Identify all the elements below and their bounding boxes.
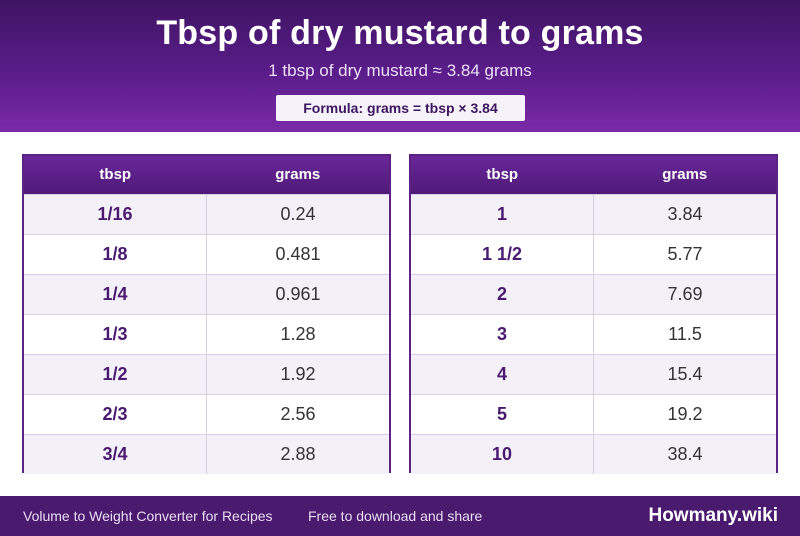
- footer-share-note: Free to download and share: [308, 508, 483, 524]
- grams-cell: 38.4: [667, 444, 703, 464]
- column-header-grams: grams: [275, 166, 321, 183]
- table-row: 5 19.2: [411, 394, 776, 434]
- table-row: 2 7.69: [411, 274, 776, 314]
- grams-cell: 5.77: [667, 244, 703, 264]
- tbsp-cell: 1: [411, 195, 594, 234]
- table-row: 2/3 2.56: [24, 394, 389, 434]
- tbsp-cell: 4: [411, 355, 594, 394]
- table-body: 1 3.84 1 1/2 5.77 2 7.69 3 11.5 4 15.4 5 19.2 …: [411, 194, 776, 474]
- grams-cell: 0.961: [275, 284, 321, 304]
- column-header-tbsp: tbsp: [486, 166, 519, 183]
- tbsp-cell: 2: [411, 275, 594, 314]
- tbsp-cell: 10: [411, 435, 594, 474]
- grams-cell: 15.4: [667, 364, 703, 384]
- table-row: 10 38.4: [411, 434, 776, 474]
- grams-cell: 19.2: [667, 404, 703, 424]
- table-row: 1 1/2 5.77: [411, 234, 776, 274]
- grams-cell: 11.5: [668, 324, 702, 344]
- tbsp-cell: 1/16: [24, 195, 207, 234]
- grams-cell: 7.69: [667, 284, 703, 304]
- page-title: Tbsp of dry mustard to grams: [156, 14, 644, 52]
- tbsp-cell: 3: [411, 315, 594, 354]
- grams-cell: 2.88: [280, 444, 316, 464]
- tbsp-cell: 1/8: [24, 235, 207, 274]
- grams-cell: 0.24: [280, 204, 316, 224]
- tbsp-cell: 5: [411, 395, 594, 434]
- table-row: 1/2 1.92: [24, 354, 389, 394]
- tbsp-cell: 1 1/2: [411, 235, 594, 274]
- table-body: 1/16 0.24 1/8 0.481 1/4 0.961 1/3 1.28 1/2 1.…: [24, 194, 389, 474]
- table-row: 1/4 0.961: [24, 274, 389, 314]
- table-row: 4 15.4: [411, 354, 776, 394]
- table-row: 3/4 2.88: [24, 434, 389, 474]
- table-row: 1/16 0.24: [24, 194, 389, 234]
- conversion-table-right: tbsp grams 1 3.84 1 1/2 5.77 2 7.69 3 11.5 4…: [409, 154, 778, 474]
- tbsp-cell: 1/2: [24, 355, 207, 394]
- tbsp-cell: 3/4: [24, 435, 207, 474]
- tbsp-cell: 2/3: [24, 395, 207, 434]
- table-row: 1 3.84: [411, 194, 776, 234]
- grams-cell: 1.92: [280, 364, 316, 384]
- table-header: tbsp grams: [411, 156, 776, 194]
- table-row: 1/3 1.28: [24, 314, 389, 354]
- column-header-tbsp: tbsp: [99, 166, 132, 183]
- grams-cell: 3.84: [667, 204, 703, 224]
- tbsp-cell: 1/4: [24, 275, 207, 314]
- table-header: tbsp grams: [24, 156, 389, 194]
- column-header-grams: grams: [662, 166, 708, 183]
- grams-cell: 0.481: [275, 244, 321, 264]
- header-banner: Tbsp of dry mustard to grams 1 tbsp of d…: [0, 0, 800, 132]
- grams-cell: 1.28: [280, 324, 316, 344]
- footer-bar: Volume to Weight Converter for Recipes F…: [0, 496, 800, 536]
- table-row: 3 11.5: [411, 314, 776, 354]
- brand-logo-text[interactable]: Howmany.wiki: [648, 505, 778, 526]
- conversion-table-left: tbsp grams 1/16 0.24 1/8 0.481 1/4 0.961 1/…: [22, 154, 391, 474]
- grams-cell: 2.56: [280, 404, 316, 424]
- formula-badge: Formula: grams = tbsp × 3.84: [276, 95, 525, 121]
- page-subtitle: 1 tbsp of dry mustard ≈ 3.84 grams: [268, 61, 532, 80]
- footer-converter-label: Volume to Weight Converter for Recipes: [23, 508, 273, 524]
- tbsp-cell: 1/3: [24, 315, 207, 354]
- table-row: 1/8 0.481: [24, 234, 389, 274]
